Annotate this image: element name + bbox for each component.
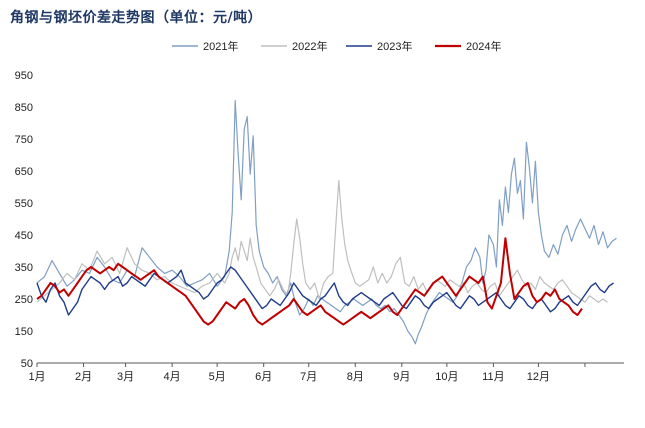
series-group [36,100,617,345]
legend-label: 2024年 [466,39,501,53]
x-tick-label: 3月 [117,371,134,383]
x-tick-label: 4月 [164,371,181,383]
y-tick-label: 350 [15,262,33,274]
x-tick-label: 8月 [347,371,364,383]
x-tick-label: 1月 [28,371,45,383]
y-tick-label: 250 [15,294,33,306]
x-tick-label: 11月 [482,371,504,383]
y-tick-label: 550 [15,198,33,210]
y-tick-label: 950 [15,70,33,82]
x-tick-label: 10月 [435,371,458,383]
x-tick-label: 5月 [209,371,226,383]
series-line-3 [36,266,614,316]
x-tick-label: 12月 [527,371,550,383]
legend-label: 2021年 [203,39,238,53]
y-tick-label: 750 [15,134,33,146]
series-line-4 [36,237,583,326]
x-tick-label: 7月 [300,371,317,383]
y-tick-label: 850 [15,102,33,114]
x-tick-label: 6月 [255,371,272,383]
y-tick-label: 450 [15,230,33,242]
legend-label: 2022年 [292,39,327,53]
chart-legend: 2021年 2022年 2023年 2024年 [172,39,501,53]
y-tick-label: 150 [15,326,33,338]
y-axis: 50 150 250 350 450 550 650 750 850 950 [15,70,33,370]
chart-title: 角钢与钢坯价差走势图（单位：元/吨） [10,10,263,26]
series-line-2 [36,180,608,303]
legend-label: 2023年 [377,39,412,53]
x-axis: 1月 2月 3月 4月 5月 6月 7月 8月 9月 10月 11月 12月 [28,362,624,383]
x-tick-label: 9月 [393,371,410,383]
y-tick-label: 50 [21,358,33,370]
y-tick-label: 650 [15,166,33,178]
x-tick-label: 2月 [75,371,92,383]
